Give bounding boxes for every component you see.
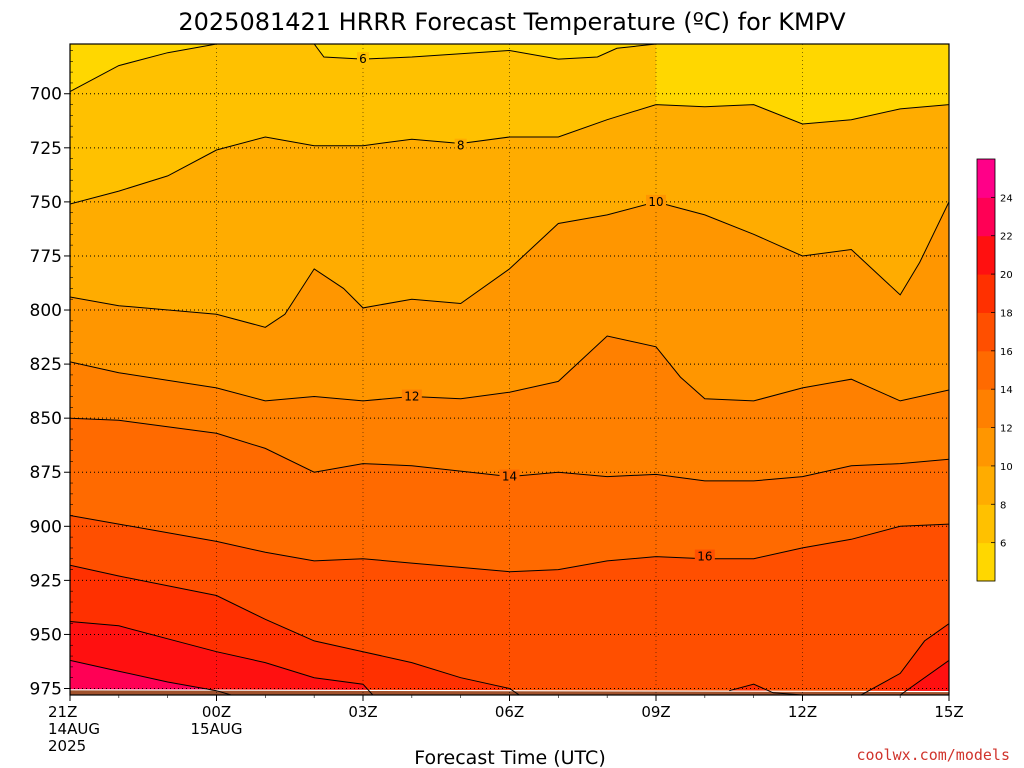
colorbar-swatch-22: [977, 197, 995, 237]
colorbar-frame: [976, 158, 996, 582]
isotherm-label-bg-3: [401, 389, 422, 404]
colorbar-swatch-24: [977, 159, 995, 198]
isotherm-18-6: [70, 564, 520, 695]
isotherm-20-10: [899, 659, 949, 695]
colorbar-swatch-18: [977, 274, 995, 313]
isotherm-label-bg-4: [499, 469, 520, 484]
isotherm-18-7: [729, 683, 803, 695]
isotherm-16-5: [70, 515, 949, 573]
colorbar-label-22: 22: [1000, 232, 1013, 243]
y-tick-label-775: 775: [30, 247, 62, 267]
colorbar-swatch-10: [977, 427, 995, 467]
colorbar-swatch-14: [977, 350, 995, 390]
isotherm-label-14: 14: [502, 470, 517, 484]
isotherm-label-16: 16: [697, 550, 712, 564]
colorbar-label-20: 20: [1000, 270, 1013, 281]
isotherm-20-9: [70, 621, 374, 695]
colorbar-label-8: 8: [1000, 500, 1006, 511]
y-tick-label-875: 875: [30, 463, 62, 483]
y-tick-label-950: 950: [30, 625, 62, 645]
x-tick-label-0-0: 21Z: [48, 703, 77, 721]
isotherm-label-8: 8: [457, 139, 465, 153]
y-tick-label-700: 700: [30, 85, 62, 105]
x-tick-label-6-0: 03Z: [348, 703, 377, 721]
isotherm-label-12: 12: [404, 390, 419, 404]
colorbar-swatch-6: [977, 504, 995, 544]
colorbar-label-14: 14: [1000, 385, 1013, 396]
y-tick-label-850: 850: [30, 409, 62, 429]
colorbar-swatch-4: [977, 542, 995, 582]
isotherm-12-3: [70, 335, 949, 402]
x-tick-label-15-0: 12Z: [788, 703, 817, 721]
isotherm-label-10: 10: [648, 195, 663, 209]
isotherm-label-bg-2: [646, 194, 666, 209]
x-tick-label-9-0: 06Z: [495, 703, 524, 721]
y-tick-label-725: 725: [30, 139, 62, 159]
isotherm-label-bg-5: [694, 549, 715, 564]
x-axis-label: Forecast Time (UTC): [414, 747, 605, 768]
y-tick-label-900: 900: [30, 517, 62, 537]
y-tick-label-925: 925: [30, 571, 62, 591]
y-tick-label-975: 975: [30, 680, 62, 700]
isotherm-label-6: 6: [359, 52, 367, 66]
ground-edge: [69, 689, 950, 693]
y-tick-label-825: 825: [30, 355, 62, 375]
isotherm-14-4: [70, 417, 949, 482]
isotherm-labels: 6 8 10 12 14 16: [357, 52, 715, 564]
temperature-fill: [70, 44, 949, 695]
colorbar-label-18: 18: [1000, 308, 1013, 319]
colorbar-swatch-20: [977, 235, 995, 275]
isotherm-8-1: [70, 104, 949, 205]
colorbar-label-24: 24: [1000, 193, 1013, 204]
isotherm-label-bg-1: [454, 138, 467, 153]
x-tick-label-12-0: 09Z: [641, 703, 670, 721]
chart-title: 2025081421 HRRR Forecast Temperature (ºC…: [178, 8, 846, 36]
isotherm-10-2: [70, 201, 949, 328]
x-tick-label-18-0: 15Z: [934, 703, 963, 721]
isotherm-18-8: [860, 623, 949, 695]
isotherm-label-bg-0: [357, 52, 369, 67]
colorbar-label-16: 16: [1000, 347, 1013, 358]
x-tick-label-0-2: 2025: [48, 737, 86, 755]
colorbar-swatch-8: [977, 465, 995, 505]
x-tick-label-0-1: 14AUG: [48, 720, 100, 738]
colorbar-swatch-12: [977, 389, 995, 429]
x-tick-label-3-0: 00Z: [202, 703, 231, 721]
colorbar: 6 8 10 12 14 16 18 20 22 24: [976, 158, 1013, 582]
credit-text: coolwx.com/models: [856, 746, 1010, 764]
y-tick-label-800: 800: [30, 301, 62, 321]
y-tick-label-750: 750: [30, 193, 62, 213]
fill-band-above-20-9: [70, 621, 373, 695]
isotherm-contours: [70, 44, 949, 695]
colorbar-swatch-16: [977, 312, 995, 352]
colorbar-label-10: 10: [1000, 462, 1013, 473]
y-axis-ticks: 700 725 750 775 800 825 850 875 900 925 950 975: [30, 50, 73, 700]
colorbar-label-12: 12: [1000, 424, 1013, 435]
fill-band-above-20-10: [900, 660, 949, 695]
x-tick-label-3-1: 15AUG: [191, 720, 243, 738]
colorbar-label-6: 6: [1000, 539, 1006, 550]
isotherm-22-11: [70, 659, 232, 695]
